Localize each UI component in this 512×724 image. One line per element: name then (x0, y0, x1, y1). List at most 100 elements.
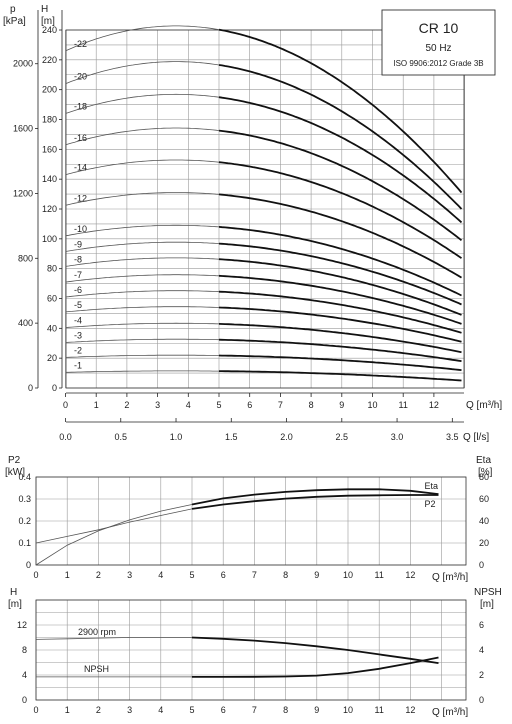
power-q-tick-label: 3 (127, 570, 132, 580)
p-tick-label: 2000 (13, 59, 33, 69)
head-curve-thin (65, 93, 220, 114)
h-tick-label: 0 (52, 383, 57, 393)
q-tick-label: 7 (278, 400, 283, 410)
head-curve-thin (65, 241, 220, 252)
head-curve-thick (218, 323, 462, 354)
p-tick-label: 1600 (13, 124, 33, 134)
npsh-q-tick-label: 9 (314, 705, 319, 715)
series-p2-thick (191, 494, 439, 510)
frequency-label: 50 Hz (425, 43, 451, 54)
head-curve-thick (218, 338, 462, 362)
q-tick-label: 12 (429, 400, 439, 410)
stage-label: -5 (74, 300, 82, 310)
power-q-tick-label: 0 (33, 570, 38, 580)
power-q-tick-label: 5 (189, 570, 194, 580)
head-curve-thick (218, 306, 462, 343)
p-tick-label: 0 (28, 383, 33, 393)
eta-axis-title: Eta (476, 455, 491, 466)
h-tick-label: 180 (42, 115, 57, 125)
q-axis-title: Q [m³/h] (466, 400, 502, 411)
head-curve-thin (65, 322, 220, 328)
npsh-q-tick-label: 11 (375, 705, 384, 715)
power-q-tick-label: 4 (158, 570, 163, 580)
h-tick-label: 160 (42, 144, 57, 154)
npsh-q-tick-label: 1 (65, 705, 70, 715)
npsh-q-tick-label: 7 (252, 705, 257, 715)
head-curve-thick (218, 96, 463, 224)
h-tick-label: 200 (42, 85, 57, 95)
h-rpm-tick-label: 0 (22, 695, 27, 705)
stage-label: -18 (74, 102, 87, 112)
npsh-q-axis-title: Q [m³/h] (432, 707, 468, 718)
h-tick-label: 140 (42, 174, 57, 184)
power-q-tick-label: 6 (221, 570, 226, 580)
head-curve-thick (218, 354, 462, 371)
q-tick-label: 2 (124, 400, 129, 410)
h-rpm-tick-label: 12 (17, 620, 27, 630)
head-curve-thick (218, 193, 462, 279)
npsh-q-tick-label: 10 (343, 705, 353, 715)
npsh-axis-title: NPSH (474, 587, 502, 598)
stage-label: -3 (74, 331, 82, 341)
npsh-q-tick-label: 4 (158, 705, 163, 715)
npsh-q-tick-label: 3 (127, 705, 132, 715)
head-curve-thin (65, 274, 220, 283)
power-q-tick-label: 11 (375, 570, 384, 580)
info-box: CR 10 50 Hz ISO 9906:2012 Grade 3B (381, 9, 496, 76)
h-tick-label: 100 (42, 234, 57, 244)
npsh-series-thin (35, 637, 192, 640)
head-curve-thick (218, 274, 462, 325)
head-curve-thick (218, 129, 463, 242)
h-tick-label: 80 (47, 264, 57, 274)
power-q-tick-label: 1 (65, 570, 70, 580)
npsh-series-label: NPSH (84, 664, 109, 674)
head-curve-thin (65, 61, 220, 85)
q-tick-label: 3 (155, 400, 160, 410)
head-curve-thin (65, 159, 220, 176)
stage-label: -22 (74, 39, 87, 49)
h-tick-label: 40 (47, 323, 57, 333)
head-curve-thick (218, 226, 462, 297)
eta-tick-label: 20 (479, 538, 489, 548)
p2-axis-unit: [kW] (5, 467, 25, 478)
head-curve-thin (65, 290, 220, 298)
q-tick-label: 11 (399, 400, 408, 410)
q-tick-label: 0 (63, 400, 68, 410)
npsh-series-label: 2900 rpm (78, 627, 116, 637)
info-box-frame (381, 9, 496, 76)
head-plot-frame (65, 29, 465, 389)
ls-tick-label: 2.5 (336, 432, 349, 442)
ls-tick-label: 3.0 (391, 432, 404, 442)
power-q-tick-label: 7 (252, 570, 257, 580)
head-curve-thick (218, 28, 463, 194)
npsh-q-tick-label: 8 (283, 705, 288, 715)
p2-tick-label: 0.3 (18, 494, 31, 504)
stage-label: -16 (74, 133, 87, 143)
power-q-tick-label: 9 (314, 570, 319, 580)
power-plot-frame (35, 476, 467, 566)
head-curve-thin (65, 224, 220, 237)
npsh-q-tick-label: 2 (96, 705, 101, 715)
npsh-q-tick-label: 6 (221, 705, 226, 715)
h-rpm-tick-label: 4 (22, 670, 27, 680)
h-rpm-tick-label: 8 (22, 645, 27, 655)
p-tick-label: 400 (18, 318, 33, 328)
stage-label: -2 (74, 345, 82, 355)
ls-tick-label: 0.5 (115, 432, 128, 442)
eta-axis-unit: [%] (478, 467, 493, 478)
h-tick-label: 120 (42, 204, 57, 214)
p-tick-label: 800 (18, 253, 33, 263)
eta-tick-label: 80 (479, 472, 489, 482)
q-tick-label: 5 (216, 400, 221, 410)
h-axis-unit: [m] (41, 16, 55, 27)
power-q-axis-title: Q [m³/h] (432, 572, 468, 583)
p2-tick-label: 0.1 (18, 538, 31, 548)
head-curve-thin (65, 370, 219, 373)
h-tick-label: 240 (42, 25, 57, 35)
power-q-tick-label: 8 (283, 570, 288, 580)
stage-label: -10 (74, 224, 87, 234)
ls-tick-label: 0.0 (59, 432, 72, 442)
stage-label: -8 (74, 254, 82, 264)
npsh-q-tick-label: 0 (33, 705, 38, 715)
